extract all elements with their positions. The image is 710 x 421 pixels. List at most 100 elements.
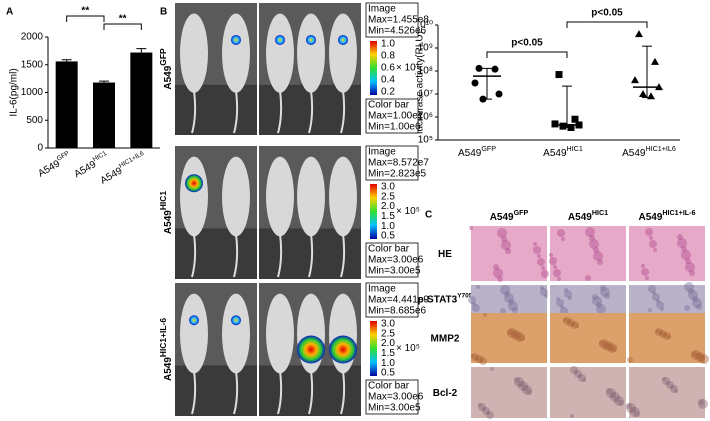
significance-bracket (566, 21, 648, 28)
tissue-texture (571, 321, 579, 329)
image-box-text: Image (368, 147, 396, 158)
tissue-texture (596, 302, 602, 308)
y-tick-label: 10⁷ (418, 89, 433, 100)
tissue-texture (599, 339, 609, 349)
photo-floor (175, 84, 361, 135)
tissue-texture (471, 353, 479, 361)
tissue-texture (537, 258, 545, 266)
error-bar (99, 80, 109, 83)
signal-blob (329, 335, 357, 364)
significance-label: p<0.05 (511, 38, 543, 49)
mouse-tail (191, 370, 197, 415)
signal-blob (185, 174, 203, 193)
color-bar-tick: 0.6 (381, 63, 395, 74)
column-label: A549HIC1+IL-6 (638, 209, 695, 223)
bar (130, 52, 153, 148)
point (479, 95, 487, 103)
tissue-image (550, 367, 626, 418)
significance-label: ** (81, 6, 89, 17)
signal-blob (338, 34, 348, 45)
tissue-texture (556, 299, 564, 307)
tissue-texture (557, 229, 565, 237)
colorbar-box-text: Max=3.00e6 (368, 255, 424, 266)
image-box (365, 282, 419, 318)
mouse-tail (308, 90, 314, 134)
mouse-body (222, 293, 250, 374)
x-tick-label: A549GFP (458, 145, 496, 159)
tissue-texture (630, 407, 636, 413)
tissue-texture (660, 307, 664, 311)
tissue-texture (648, 308, 652, 312)
mouse-tail (233, 233, 239, 278)
mouse-tail (277, 90, 283, 134)
mouse-body (266, 293, 294, 374)
tissue-image (629, 285, 705, 313)
tissue-texture (610, 392, 620, 402)
point (571, 115, 579, 123)
tissue-texture (553, 269, 561, 277)
tissue-texture (522, 385, 528, 391)
mouse-tail (308, 370, 314, 415)
mouse-body (180, 293, 208, 374)
tissue-texture (563, 317, 571, 325)
tissue-image (550, 285, 626, 313)
point (559, 122, 567, 130)
image-box-text: Image (368, 284, 396, 295)
x-tick-label-sup: GFP (55, 150, 70, 163)
row-label-sup: HIC1+IL-6 (158, 318, 168, 357)
tissue-texture (606, 388, 612, 394)
tissue-texture (645, 228, 653, 236)
row-label-sup: Y705 (457, 292, 473, 299)
tissue-texture (630, 407, 640, 417)
mouse-body (297, 156, 325, 237)
column-label: A549GFP (490, 209, 529, 223)
tissue-texture (490, 367, 494, 371)
colorbar-box (365, 379, 419, 415)
tissue-texture (514, 377, 524, 387)
image-box-text: Max=4.441e9 (368, 295, 429, 306)
tissue-texture (606, 388, 616, 398)
significance-bracket (66, 15, 105, 22)
color-bar-tick: 3.0 (381, 319, 395, 330)
tissue-image (471, 285, 547, 313)
color-bar-tick: 0.2 (381, 87, 395, 98)
tissue-texture (684, 282, 694, 292)
color-bar-tick: 2.5 (381, 191, 395, 202)
color-bar-tick: 3.0 (381, 182, 395, 193)
tissue-texture (501, 236, 507, 242)
row-label-base: A549 (163, 357, 174, 381)
tissue-image (471, 313, 547, 363)
tissue-texture (593, 251, 603, 261)
tissue-texture (541, 266, 545, 270)
x-tick-label-sup: HIC1+IL6 (645, 145, 675, 153)
tissue-texture (493, 264, 499, 270)
mouse-tail (340, 233, 346, 278)
signal-blob (231, 34, 241, 45)
mouse-tail (277, 370, 283, 415)
photo-floor (175, 365, 361, 416)
y-tick-label: 1500 (21, 59, 44, 70)
mouse-body (180, 156, 208, 237)
tissue-texture (475, 355, 483, 363)
mouse-body (222, 156, 250, 237)
panel-label: B (160, 7, 167, 18)
tissue-texture (596, 304, 606, 314)
tissue-texture (544, 294, 548, 298)
tissue-image (550, 226, 626, 281)
tissue-texture (575, 324, 579, 328)
tissue-texture (504, 291, 510, 297)
y-tick-label: 10⁹ (418, 43, 433, 54)
tissue-texture (585, 227, 595, 237)
tissue-texture (475, 356, 479, 360)
tissue-texture (567, 319, 575, 327)
tissue-texture (574, 370, 578, 374)
tissue-texture (468, 296, 476, 304)
tissue-texture (699, 354, 709, 364)
tissue-texture (610, 392, 616, 398)
color-bar-tick: 0.5 (381, 368, 395, 379)
tissue-image (629, 367, 705, 418)
image-box (365, 145, 419, 181)
x-tick-label: A549HIC1 (543, 145, 583, 159)
point (491, 65, 499, 73)
tissue-texture (571, 322, 575, 326)
